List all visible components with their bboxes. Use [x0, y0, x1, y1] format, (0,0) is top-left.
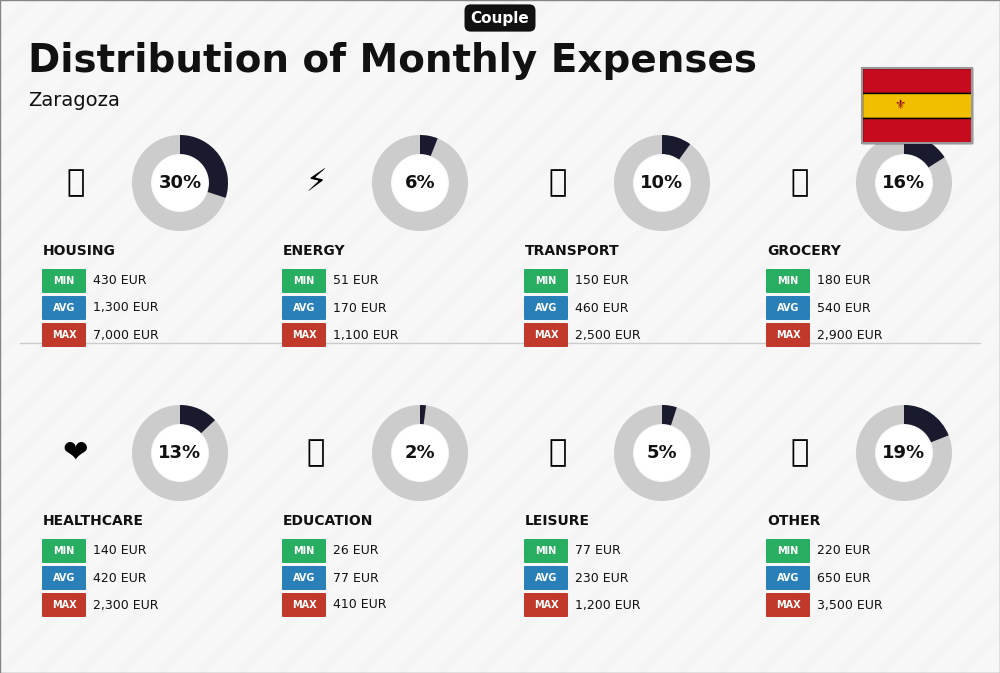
Text: 👜: 👜 — [791, 439, 809, 468]
Text: Distribution of Monthly Expenses: Distribution of Monthly Expenses — [28, 42, 757, 80]
Circle shape — [876, 155, 932, 211]
Wedge shape — [132, 405, 228, 501]
Text: 13%: 13% — [158, 444, 202, 462]
Text: 2,300 EUR: 2,300 EUR — [93, 598, 158, 612]
Wedge shape — [372, 135, 468, 231]
Text: MIN: MIN — [777, 276, 799, 286]
FancyBboxPatch shape — [42, 269, 86, 293]
Text: 77 EUR: 77 EUR — [575, 544, 621, 557]
Text: 420 EUR: 420 EUR — [93, 571, 146, 584]
Text: 19%: 19% — [882, 444, 926, 462]
Text: Couple: Couple — [471, 11, 529, 26]
Text: 🎓: 🎓 — [307, 439, 325, 468]
FancyBboxPatch shape — [282, 269, 326, 293]
Text: Zaragoza: Zaragoza — [28, 92, 120, 110]
FancyBboxPatch shape — [282, 296, 326, 320]
Text: GROCERY: GROCERY — [767, 244, 841, 258]
FancyBboxPatch shape — [282, 593, 326, 617]
FancyBboxPatch shape — [862, 93, 972, 118]
Text: AVG: AVG — [777, 573, 799, 583]
Text: MAX: MAX — [52, 330, 76, 340]
Wedge shape — [614, 405, 710, 501]
Circle shape — [152, 155, 208, 211]
Text: 10%: 10% — [640, 174, 684, 192]
Text: MAX: MAX — [292, 330, 316, 340]
FancyBboxPatch shape — [42, 593, 86, 617]
FancyBboxPatch shape — [42, 323, 86, 347]
Wedge shape — [420, 405, 426, 424]
Text: MAX: MAX — [534, 600, 558, 610]
FancyBboxPatch shape — [862, 68, 972, 93]
Text: ❤️: ❤️ — [63, 439, 89, 468]
FancyBboxPatch shape — [282, 539, 326, 563]
Text: 🛒: 🛒 — [791, 168, 809, 197]
Text: 2,500 EUR: 2,500 EUR — [575, 328, 641, 341]
Text: 🚌: 🚌 — [549, 168, 567, 197]
Text: 7,000 EUR: 7,000 EUR — [93, 328, 159, 341]
Text: 170 EUR: 170 EUR — [333, 302, 387, 314]
Text: 51 EUR: 51 EUR — [333, 275, 379, 287]
Wedge shape — [180, 405, 215, 433]
Text: 1,100 EUR: 1,100 EUR — [333, 328, 398, 341]
Text: 430 EUR: 430 EUR — [93, 275, 146, 287]
Text: 🛍: 🛍 — [549, 439, 567, 468]
Wedge shape — [614, 135, 710, 231]
Text: AVG: AVG — [53, 303, 75, 313]
Text: MAX: MAX — [52, 600, 76, 610]
Text: 1,200 EUR: 1,200 EUR — [575, 598, 640, 612]
Text: EDUCATION: EDUCATION — [283, 514, 373, 528]
Text: AVG: AVG — [535, 573, 557, 583]
Text: MAX: MAX — [534, 330, 558, 340]
FancyBboxPatch shape — [524, 539, 568, 563]
Text: MIN: MIN — [293, 276, 315, 286]
FancyBboxPatch shape — [524, 323, 568, 347]
Text: AVG: AVG — [777, 303, 799, 313]
Text: 230 EUR: 230 EUR — [575, 571, 629, 584]
Text: MIN: MIN — [777, 546, 799, 556]
Circle shape — [634, 425, 690, 481]
Wedge shape — [904, 405, 949, 442]
FancyBboxPatch shape — [42, 539, 86, 563]
Text: AVG: AVG — [293, 303, 315, 313]
FancyBboxPatch shape — [42, 566, 86, 590]
Wedge shape — [662, 135, 690, 160]
FancyBboxPatch shape — [42, 296, 86, 320]
FancyBboxPatch shape — [282, 323, 326, 347]
Text: MIN: MIN — [535, 546, 557, 556]
Text: MAX: MAX — [776, 600, 800, 610]
Text: 26 EUR: 26 EUR — [333, 544, 378, 557]
Text: OTHER: OTHER — [767, 514, 820, 528]
Text: 1,300 EUR: 1,300 EUR — [93, 302, 158, 314]
Text: MIN: MIN — [53, 546, 75, 556]
Text: 460 EUR: 460 EUR — [575, 302, 629, 314]
FancyBboxPatch shape — [766, 593, 810, 617]
Wedge shape — [132, 135, 228, 231]
Circle shape — [392, 155, 448, 211]
Text: 16%: 16% — [882, 174, 926, 192]
Text: 2%: 2% — [405, 444, 435, 462]
FancyBboxPatch shape — [524, 296, 568, 320]
Wedge shape — [856, 135, 952, 231]
Text: ENERGY: ENERGY — [283, 244, 346, 258]
Text: AVG: AVG — [53, 573, 75, 583]
Text: AVG: AVG — [535, 303, 557, 313]
Text: MAX: MAX — [776, 330, 800, 340]
Wedge shape — [180, 135, 228, 198]
Text: 220 EUR: 220 EUR — [817, 544, 870, 557]
Text: MIN: MIN — [53, 276, 75, 286]
Text: HOUSING: HOUSING — [43, 244, 116, 258]
Text: 2,900 EUR: 2,900 EUR — [817, 328, 883, 341]
Text: LEISURE: LEISURE — [525, 514, 590, 528]
Text: 5%: 5% — [647, 444, 677, 462]
FancyBboxPatch shape — [282, 566, 326, 590]
Text: 140 EUR: 140 EUR — [93, 544, 146, 557]
Text: TRANSPORT: TRANSPORT — [525, 244, 620, 258]
Wedge shape — [904, 135, 945, 168]
Text: 150 EUR: 150 EUR — [575, 275, 629, 287]
Text: 77 EUR: 77 EUR — [333, 571, 379, 584]
Text: 540 EUR: 540 EUR — [817, 302, 871, 314]
Text: MIN: MIN — [535, 276, 557, 286]
Text: 410 EUR: 410 EUR — [333, 598, 386, 612]
Circle shape — [152, 425, 208, 481]
